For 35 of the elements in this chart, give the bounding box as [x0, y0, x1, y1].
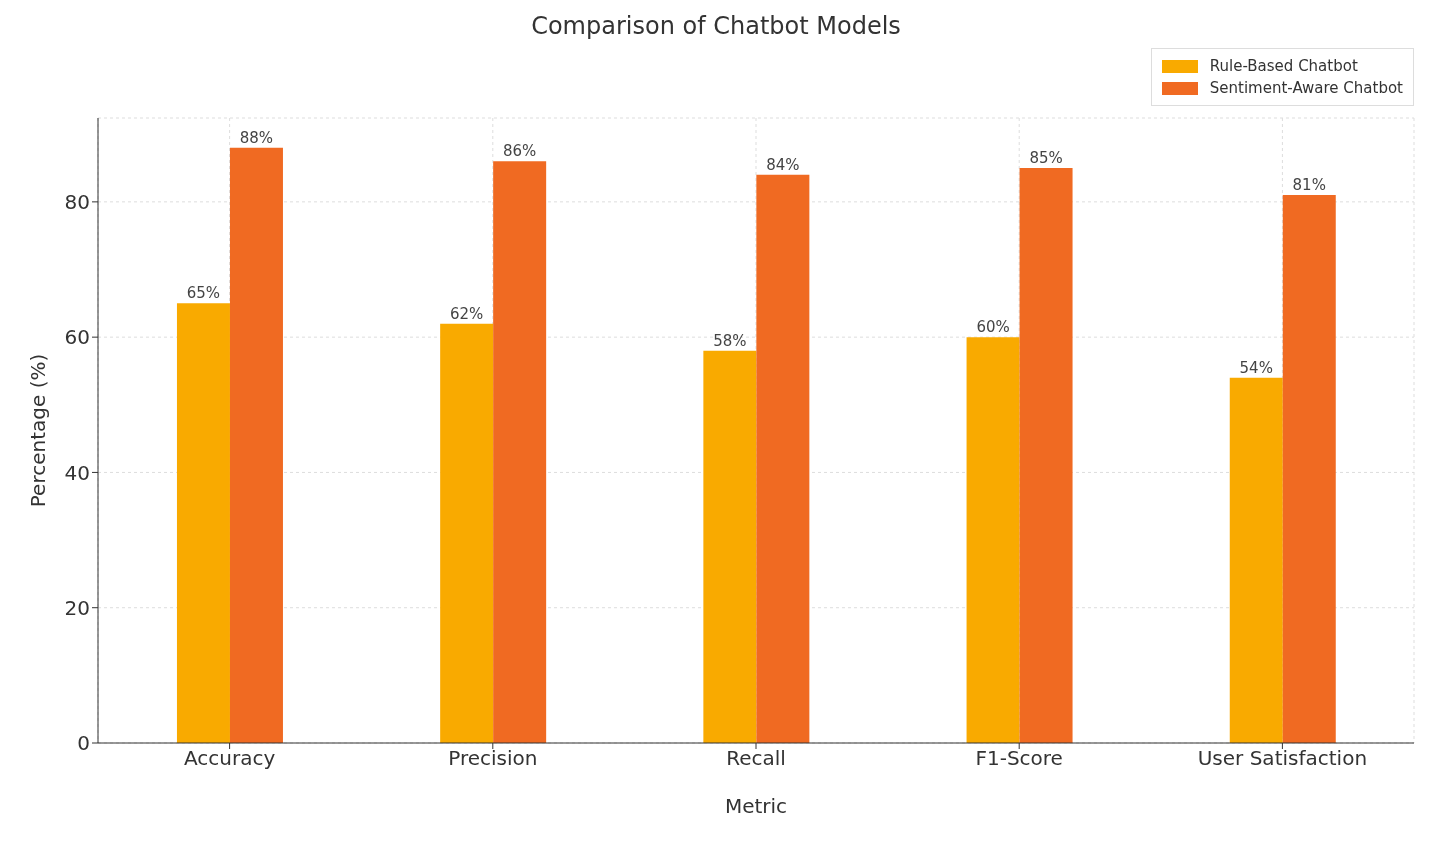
y-tick-label: 40 [64, 460, 90, 485]
x-tick-label: Accuracy [183, 746, 276, 771]
bar [1229, 377, 1283, 743]
bar [440, 323, 494, 743]
y-tick-label: 60 [64, 325, 90, 350]
y-tick-label: 0 [77, 731, 90, 756]
bar [1282, 195, 1336, 743]
data-label: 54% [1239, 358, 1273, 377]
y-tick-label: 80 [64, 189, 90, 214]
data-label: 62% [449, 304, 484, 323]
y-axis-title: Percentage (%) [26, 353, 51, 508]
bar [756, 174, 810, 743]
data-label: 85% [1029, 149, 1063, 168]
chart-title: Comparison of Chatbot Models [530, 12, 902, 40]
bar [966, 337, 1020, 743]
bar [703, 350, 757, 743]
x-tick-label: User Satisfaction [1197, 746, 1368, 771]
y-tick-label: 20 [64, 595, 90, 620]
x-tick-label: Recall [726, 746, 786, 771]
data-label: 84% [766, 155, 800, 174]
x-tick-label: Precision [448, 746, 538, 771]
data-label: 81% [1292, 176, 1326, 195]
x-axis-title: Metric [724, 794, 788, 818]
legend-label: Rule-Based Chatbot [1209, 57, 1358, 75]
data-label: 58% [713, 331, 747, 350]
x-tick-label: F1-Score [975, 746, 1063, 771]
bar [1019, 168, 1073, 743]
data-label: 60% [976, 318, 1010, 337]
bar [493, 161, 547, 743]
legend-label: Sentiment-Aware Chatbot [1209, 79, 1403, 97]
bar [229, 147, 283, 743]
data-label: 86% [502, 142, 537, 161]
data-label: 88% [239, 128, 274, 147]
bar [176, 303, 230, 743]
data-label: 65% [186, 284, 221, 303]
